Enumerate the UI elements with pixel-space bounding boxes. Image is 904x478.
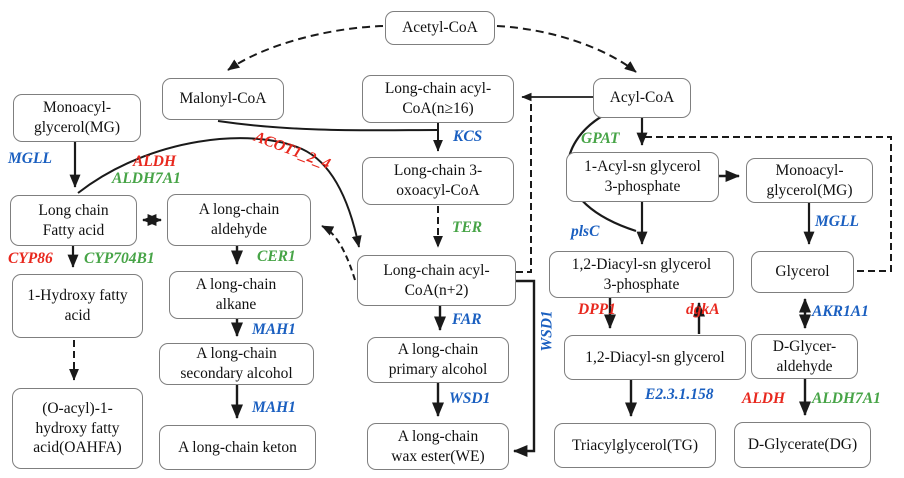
arc-acot — [77, 137, 362, 248]
node-long-chain-acyl-coa-n16: Long-chain acyl- CoA(n≥16) — [362, 75, 514, 123]
node-long-chain-3-oxoacyl-coa: Long-chain 3- oxoacyl-CoA — [362, 157, 514, 205]
enzyme-aldh7a1-left: ALDH7A1 — [112, 170, 181, 187]
enzyme-dgka: dgkA — [686, 301, 720, 318]
node-monoacylglycerol-right: Monoacyl- glycerol(MG) — [746, 158, 873, 203]
node-oahfa: (O-acyl)-1- hydroxy fatty acid(OAHFA) — [12, 388, 143, 469]
enzyme-aldh-left: ALDH — [133, 153, 177, 170]
enzyme-kcs: KCS — [453, 128, 483, 145]
line-malonyl-to-kcs — [217, 120, 439, 132]
enzyme-aldh7a1-right: ALDH7A1 — [812, 390, 881, 407]
enzyme-e2-3-1-158: E2.3.1.158 — [645, 386, 714, 403]
arrow-acetyl-to-acylcoa — [496, 25, 637, 73]
enzyme-mah1-a: MAH1 — [252, 321, 296, 338]
node-long-chain-acyl-coa-n2: Long-chain acyl- CoA(n+2) — [357, 255, 516, 306]
node-malonyl-coa: Malonyl-CoA — [162, 78, 284, 120]
enzyme-mah1-b: MAH1 — [252, 399, 296, 416]
node-12-diacyl-sn-glycerol-3-phosphate: 1,2-Diacyl-sn glycerol 3-phosphate — [549, 251, 734, 298]
arrow-n2-to-aldehyde-dashed — [321, 225, 356, 281]
node-d-glyceraldehyde: D-Glycer- aldehyde — [751, 334, 858, 379]
enzyme-cer1: CER1 — [257, 248, 296, 265]
line-glycerol-recycle-dashed — [645, 136, 892, 272]
enzyme-cyp86: CYP86 — [8, 250, 53, 267]
node-monoacylglycerol-left: Monoacyl- glycerol(MG) — [13, 94, 141, 142]
enzyme-gpat: GPAT — [581, 130, 620, 147]
arrow-acetyl-to-malonyl — [227, 25, 384, 71]
enzyme-dpp1: DPP1 — [578, 301, 616, 318]
enzyme-far: FAR — [452, 311, 482, 328]
node-long-chain-alkane: A long-chain alkane — [169, 271, 303, 319]
node-d-glycerate: D-Glycerate(DG) — [734, 422, 871, 468]
enzyme-wsd1-vertical: WSD1 — [538, 310, 556, 352]
node-long-chain-aldehyde: A long-chain aldehyde — [167, 194, 311, 246]
node-long-chain-primary-alcohol: A long-chain primary alcohol — [367, 337, 509, 383]
node-acyl-coa: Acyl-CoA — [593, 78, 691, 118]
enzyme-wsd1-mid: WSD1 — [449, 390, 491, 407]
enzyme-cyp704b1: CYP704B1 — [84, 250, 155, 267]
node-long-chain-keton: A long-chain keton — [159, 425, 316, 470]
node-acetyl-coa: Acetyl-CoA — [385, 11, 495, 45]
node-triacylglycerol: Triacylglycerol(TG) — [554, 423, 716, 468]
enzyme-akr1a1: AKR1A1 — [812, 303, 869, 320]
node-12-diacyl-sn-glycerol: 1,2-Diacyl-sn glycerol — [564, 335, 746, 380]
arrow-n2-to-waxester — [513, 279, 536, 457]
enzyme-ter: TER — [452, 219, 483, 236]
enzyme-mgll-right: MGLL — [815, 213, 859, 230]
node-glycerol: Glycerol — [751, 251, 854, 293]
node-1-acyl-sn-glycerol-3-phosphate: 1-Acyl-sn glycerol 3-phosphate — [566, 152, 719, 202]
enzyme-aldh-right: ALDH — [742, 390, 786, 407]
enzyme-mgll-left: MGLL — [8, 150, 52, 167]
enzyme-plsc: plsC — [571, 223, 600, 240]
node-1-hydroxy-fatty-acid: 1-Hydroxy fatty acid — [12, 274, 143, 338]
node-long-chain-fatty-acid: Long chain Fatty acid — [10, 195, 137, 246]
line-n2-recycle-dashed — [516, 100, 532, 273]
node-long-chain-wax-ester: A long-chain wax ester(WE) — [367, 423, 509, 470]
node-long-chain-secondary-alcohol: A long-chain secondary alcohol — [159, 343, 314, 385]
